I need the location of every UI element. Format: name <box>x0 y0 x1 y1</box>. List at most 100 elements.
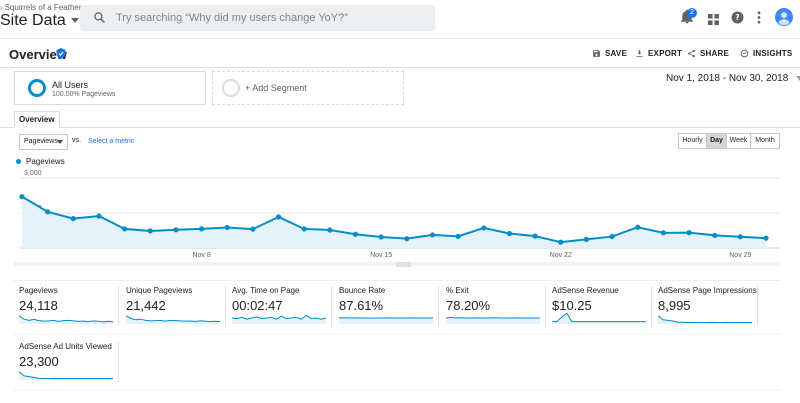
metric-tile[interactable]: Pageviews 24,118 <box>19 286 117 328</box>
data-point[interactable] <box>327 227 333 233</box>
metric-sparkline <box>126 315 220 324</box>
data-point[interactable] <box>70 216 76 222</box>
metric-tile[interactable]: Bounce Rate 87.61% <box>339 286 437 328</box>
segment-all-users[interactable]: All Users 100.00% Pageviews <box>14 71 206 105</box>
data-point[interactable] <box>660 230 666 236</box>
download-icon <box>636 50 643 58</box>
data-point[interactable] <box>122 226 128 232</box>
sparkline-line <box>658 315 752 323</box>
property-selector[interactable]: Site Data <box>0 12 79 30</box>
data-point[interactable] <box>737 234 743 240</box>
data-point[interactable] <box>609 233 615 240</box>
segment-subtitle: 100.00% Pageviews <box>52 91 116 98</box>
x-tick-label: Nov 29 <box>729 252 751 259</box>
metric-value: 21,442 <box>126 298 166 313</box>
sparkline-area <box>446 317 540 324</box>
metric-row-divider <box>14 280 780 281</box>
data-point[interactable] <box>198 226 205 232</box>
metric-row-divider <box>14 334 780 335</box>
metric-separator <box>331 286 332 326</box>
chart-resize-handle[interactable] <box>396 262 411 267</box>
metric-tile[interactable]: AdSense Ad Units Viewed 23,300 <box>19 342 117 384</box>
data-point[interactable] <box>506 230 513 237</box>
metric-value: 23,300 <box>19 354 59 369</box>
data-point[interactable] <box>455 233 461 239</box>
data-point[interactable] <box>686 230 692 236</box>
save-button[interactable]: SAVE <box>592 49 627 58</box>
data-point[interactable] <box>19 194 25 200</box>
metric-separator <box>438 286 439 326</box>
data-point[interactable] <box>275 214 282 220</box>
data-point[interactable] <box>96 213 102 219</box>
metric-tile[interactable]: Avg. Time on Page 00:02:47 <box>232 286 330 328</box>
data-point[interactable] <box>147 228 153 234</box>
metric-separator <box>757 286 758 326</box>
metric-label: AdSense Page Impressions <box>658 286 757 295</box>
metric-label: % Exit <box>446 286 469 295</box>
data-point[interactable] <box>301 226 307 232</box>
x-tick-label: Nov 15 <box>370 252 392 259</box>
search-input[interactable]: Try searching “Why did my users change Y… <box>80 5 435 31</box>
granularity-day-button[interactable]: Day <box>706 133 727 149</box>
date-range-picker[interactable]: Nov 1, 2018 - Nov 30, 2018 <box>666 73 800 84</box>
data-point[interactable] <box>583 236 590 242</box>
account-avatar-button[interactable] <box>775 8 793 31</box>
granularity-month-button[interactable]: Month <box>750 133 780 149</box>
metric-tile[interactable]: AdSense Revenue $10.25 <box>552 286 650 328</box>
data-point[interactable] <box>404 236 410 242</box>
data-point[interactable] <box>532 233 538 239</box>
legend-swatch <box>16 159 21 165</box>
data-point[interactable] <box>429 232 436 238</box>
account-name[interactable]: › Squirrels of a Feather <box>0 3 82 12</box>
metric-tile[interactable]: Unique Pageviews 21,442 <box>126 286 224 328</box>
insights-icon <box>740 50 749 58</box>
metric-sparkline <box>339 317 433 324</box>
chevron-left-icon: › <box>0 5 3 12</box>
apps-grid-icon <box>708 14 719 25</box>
metric-tile[interactable]: AdSense Page Impressions 8,995 <box>658 286 757 328</box>
help-button[interactable]: ? <box>731 11 744 29</box>
chevron-down-icon <box>70 18 79 24</box>
sparkline-line <box>446 316 540 319</box>
data-point[interactable] <box>481 225 487 231</box>
metric-sparkline <box>446 316 540 324</box>
data-point[interactable] <box>173 227 179 233</box>
export-button[interactable]: EXPORT <box>635 49 682 58</box>
add-segment-button[interactable]: + Add Segment <box>212 71 404 105</box>
sparkline-area <box>658 315 752 324</box>
x-tick-label: Nov 8 <box>192 252 210 259</box>
data-point[interactable] <box>45 209 51 215</box>
data-point[interactable] <box>378 234 384 240</box>
metric-select[interactable]: Pageviews <box>19 134 68 150</box>
granularity-hourly-button[interactable]: Hourly <box>678 133 707 149</box>
share-button[interactable]: SHARE <box>687 49 729 58</box>
tab-overview[interactable]: Overview <box>14 111 60 128</box>
sparkline-area <box>232 315 326 324</box>
metric-label: Avg. Time on Page <box>232 286 300 295</box>
metric-label: Pageviews <box>19 286 58 295</box>
more-menu-button[interactable] <box>757 11 761 29</box>
data-point[interactable] <box>763 235 769 241</box>
data-point[interactable] <box>352 231 359 237</box>
granularity-week-button[interactable]: Week <box>726 133 751 149</box>
data-point[interactable] <box>224 224 230 231</box>
notification-count-badge: 2 <box>687 8 697 18</box>
metric-tile[interactable]: % Exit 78.20% <box>446 286 544 328</box>
sparkline-area <box>126 315 220 324</box>
data-point[interactable] <box>558 239 564 245</box>
data-point[interactable] <box>712 232 718 238</box>
apps-button[interactable] <box>708 12 719 30</box>
metric-label: AdSense Ad Units Viewed <box>19 342 112 351</box>
y-tick-label: 3,000 <box>24 170 42 177</box>
date-range-label: Nov 1, 2018 - Nov 30, 2018 <box>666 73 789 84</box>
data-point[interactable] <box>635 224 641 230</box>
empty-segment-ring-icon <box>222 79 240 97</box>
select-metric-link[interactable]: Select a metric <box>88 138 135 145</box>
data-point[interactable] <box>250 226 256 232</box>
pageviews-area <box>22 196 766 248</box>
tab-bar-line <box>0 127 800 128</box>
vs-label: vs. <box>72 137 81 144</box>
insights-button[interactable]: INSIGHTS <box>740 49 792 58</box>
metric-sparkline <box>19 371 113 380</box>
metric-sparkline <box>19 315 113 324</box>
